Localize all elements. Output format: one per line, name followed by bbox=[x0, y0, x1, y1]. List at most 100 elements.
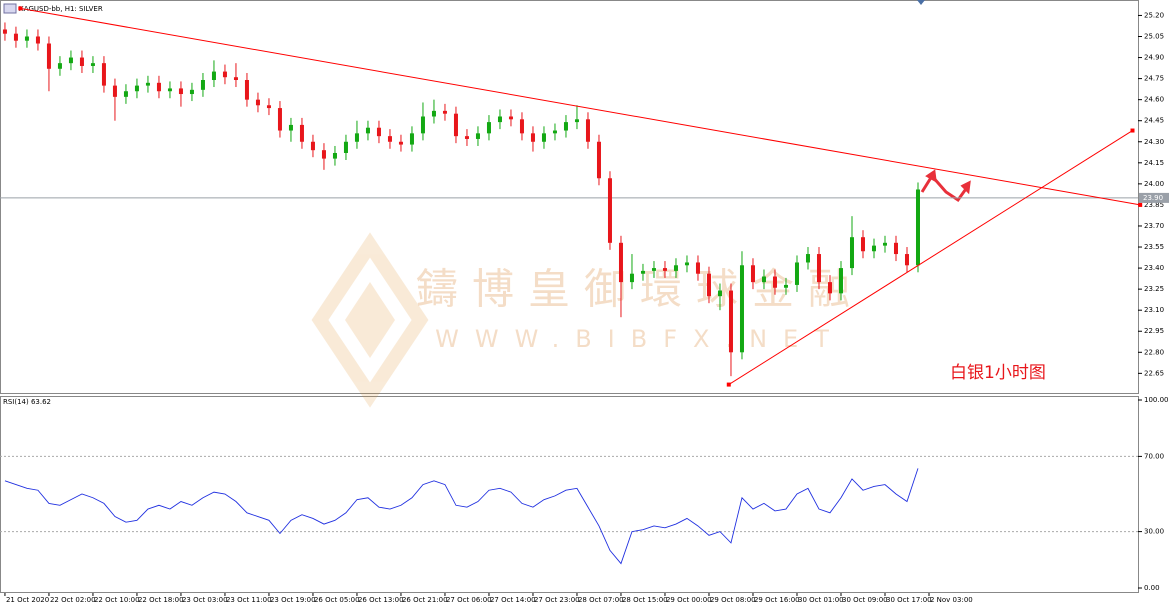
annotation: 白银1小时图 bbox=[950, 363, 1046, 383]
shift-marker bbox=[917, 0, 925, 5]
candle-body bbox=[761, 276, 766, 283]
x-tick-label: 27 Oct 14:00 bbox=[490, 596, 536, 604]
y-tick-label: 25.05 bbox=[1144, 32, 1164, 40]
candle-body bbox=[123, 91, 128, 97]
candle-body bbox=[310, 141, 315, 151]
candle-body bbox=[13, 33, 18, 41]
candle-body bbox=[244, 80, 249, 100]
x-tick-label: 30 Oct 17:00 bbox=[886, 596, 932, 604]
y-tick-label: 24.60 bbox=[1144, 96, 1164, 104]
candle-body bbox=[541, 133, 546, 142]
x-tick-label: 29 Oct 08:00 bbox=[710, 596, 756, 604]
x-tick-label: 22 Oct 10:00 bbox=[94, 596, 140, 604]
candle-body bbox=[211, 71, 216, 81]
y-tick-label: 24.30 bbox=[1144, 138, 1164, 146]
y-tick-label: 24.15 bbox=[1144, 159, 1164, 167]
candle-body bbox=[915, 189, 920, 266]
candle-body bbox=[629, 273, 634, 283]
candle-body bbox=[2, 29, 7, 34]
forecast-arrows bbox=[920, 169, 971, 203]
candle-body bbox=[200, 80, 205, 90]
candle-body bbox=[101, 63, 106, 86]
x-tick-label: 26 Oct 13:00 bbox=[358, 596, 404, 604]
candle-body bbox=[68, 57, 73, 64]
candle-body bbox=[266, 105, 271, 109]
candle-body bbox=[673, 265, 678, 271]
rsi-title: RSI(14) 63.62 bbox=[3, 398, 51, 406]
candle-body bbox=[46, 43, 51, 69]
candle-body bbox=[717, 290, 722, 297]
candle-body bbox=[24, 36, 29, 41]
candle-body bbox=[607, 178, 612, 243]
candle-body bbox=[167, 88, 172, 92]
x-tick-label: 23 Oct 19:00 bbox=[270, 596, 316, 604]
candle-body bbox=[453, 113, 458, 137]
candle-body bbox=[574, 119, 579, 123]
y-tick-label: 23.25 bbox=[1144, 285, 1164, 293]
candle-body bbox=[365, 127, 370, 134]
candle-body bbox=[112, 85, 117, 97]
candle-body bbox=[585, 119, 590, 142]
candle-body bbox=[343, 141, 348, 153]
candle-body bbox=[442, 110, 447, 114]
candle-body bbox=[838, 268, 843, 294]
symbol-icon bbox=[3, 3, 17, 14]
chart-title: XAGUSD-bb, H1: SILVER bbox=[19, 5, 103, 13]
y-tick-label: 100.00 bbox=[1144, 396, 1169, 404]
candle-body bbox=[145, 82, 150, 86]
candle-body bbox=[783, 284, 788, 288]
candle-body bbox=[420, 116, 425, 134]
candle-body bbox=[57, 63, 62, 69]
candle-body bbox=[376, 127, 381, 137]
price-pane bbox=[0, 0, 1139, 394]
candle-body bbox=[299, 124, 304, 142]
x-tick-label: 23 Oct 11:00 bbox=[226, 596, 272, 604]
rsi-pane bbox=[0, 396, 1139, 593]
trendline bbox=[728, 130, 1133, 386]
candle-body bbox=[739, 265, 744, 353]
x-tick-label: 30 Oct 09:00 bbox=[842, 596, 888, 604]
x-tick-label: 29 Oct 16:00 bbox=[754, 596, 800, 604]
candle-body bbox=[387, 136, 392, 142]
candle-body bbox=[849, 237, 854, 269]
candle-body bbox=[552, 130, 557, 134]
candle-body bbox=[728, 290, 733, 353]
x-tick-label: 22 Oct 02:00 bbox=[50, 596, 96, 604]
y-tick-label: 22.65 bbox=[1144, 369, 1164, 377]
y-tick-label: 22.95 bbox=[1144, 327, 1164, 335]
y-tick-label: 30.00 bbox=[1144, 528, 1164, 536]
candle-body bbox=[519, 119, 524, 134]
trendline-anchor bbox=[1130, 128, 1135, 133]
candle-body bbox=[255, 99, 260, 106]
x-tick-label: 22 Oct 18:00 bbox=[138, 596, 184, 604]
y-tick-label: 70.00 bbox=[1144, 452, 1164, 460]
candle-body bbox=[871, 245, 876, 252]
x-tick-label: 28 Oct 15:00 bbox=[622, 596, 668, 604]
x-tick-label: 26 Oct 05:00 bbox=[314, 596, 360, 604]
candle-body bbox=[288, 124, 293, 131]
x-tick-label: 2 Nov 03:00 bbox=[930, 596, 973, 604]
candle-body bbox=[827, 282, 832, 294]
candle-body bbox=[354, 133, 359, 142]
candle-body bbox=[563, 122, 568, 131]
candle-body bbox=[893, 242, 898, 255]
y-tick-label: 24.90 bbox=[1144, 54, 1164, 62]
candle-body bbox=[134, 85, 139, 92]
candle-body bbox=[178, 88, 183, 95]
candle-body bbox=[904, 254, 909, 266]
x-tick-label: 23 Oct 03:00 bbox=[182, 596, 228, 604]
candle-body bbox=[794, 262, 799, 285]
y-tick-label: 23.10 bbox=[1144, 306, 1164, 314]
last-price-box bbox=[1139, 192, 1169, 203]
y-tick-label: 23.55 bbox=[1144, 243, 1164, 251]
candle-body bbox=[398, 141, 403, 145]
candle-body bbox=[816, 254, 821, 283]
last-price-label: 23.90 bbox=[1143, 194, 1163, 202]
y-tick-label: 23.85 bbox=[1144, 201, 1164, 209]
candle-body bbox=[486, 122, 491, 134]
candle-body bbox=[156, 82, 161, 92]
watermark-name: 鑄博皇御環球金融 bbox=[416, 265, 864, 314]
candle-body bbox=[277, 108, 282, 131]
x-tick-label: 27 Oct 06:00 bbox=[446, 596, 492, 604]
candle-body bbox=[189, 89, 194, 95]
